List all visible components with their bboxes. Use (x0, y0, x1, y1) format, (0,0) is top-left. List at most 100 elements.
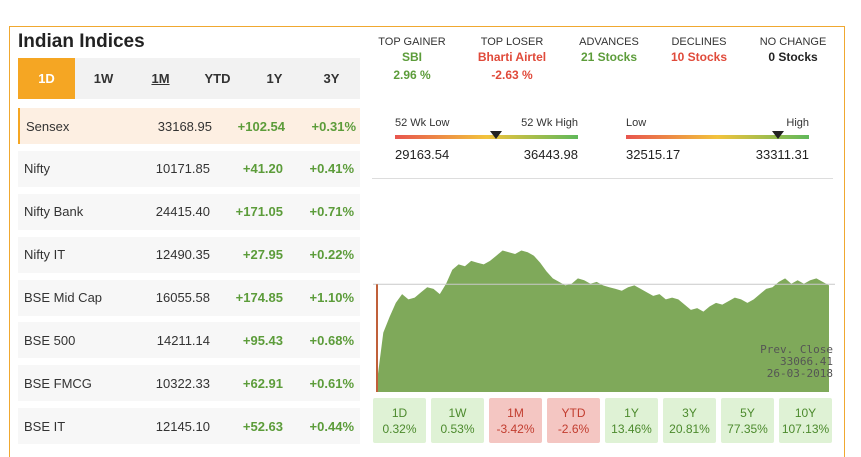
top-loser-name: Bharti Airtel (477, 50, 547, 64)
advances[interactable]: ADVANCES 21 Stocks (572, 36, 646, 64)
index-change: +102.54 (237, 118, 285, 134)
top-gainer[interactable]: TOP GAINER SBI 2.96 % (372, 36, 452, 82)
week52-range-bar (395, 131, 578, 139)
index-percent: +0.44% (309, 418, 354, 434)
index-row-bse-500[interactable]: BSE 500 14211.14 +95.43 +0.68% (18, 322, 360, 359)
week52-low-label: 52 Wk Low (395, 117, 450, 129)
declines[interactable]: DECLINES 10 Stocks (662, 36, 736, 64)
period-button-10y[interactable]: 10Y 107.13% (779, 398, 832, 443)
week52-high-value: 36443.98 (523, 147, 578, 162)
week52-high-label: 52 Wk High (521, 117, 578, 129)
period-button-ytd[interactable]: YTD -2.6% (547, 398, 600, 443)
period-button-1w[interactable]: 1W 0.53% (431, 398, 484, 443)
day-low-label: Low (626, 117, 647, 129)
day-range-bar (626, 131, 809, 139)
index-price: 10171.85 (155, 161, 210, 177)
period-button-5y[interactable]: 5Y 77.35% (721, 398, 774, 443)
period-value: 107.13% (781, 421, 830, 436)
index-percent: +0.22% (309, 247, 354, 263)
top-loser[interactable]: TOP LOSER Bharti Airtel -2.63 % (468, 36, 556, 82)
period-tabs: 1D 1W 1M YTD 1Y 3Y (18, 58, 360, 99)
tab-1m[interactable]: 1M (132, 58, 189, 99)
page-title: Indian Indices (18, 31, 145, 52)
index-price: 16055.58 (155, 290, 210, 306)
period-value: 20.81% (669, 421, 710, 436)
period-button-1m[interactable]: 1M -3.42% (489, 398, 542, 443)
week52-range: 52 Wk Low 52 Wk High 29163.54 36443.98 (395, 117, 578, 167)
no-change-value: 0 Stocks (768, 50, 818, 64)
period-label: 1D (391, 405, 408, 420)
intraday-chart[interactable] (373, 226, 835, 392)
period-button-1d[interactable]: 1D 0.32% (373, 398, 426, 443)
indices-list: Sensex 33168.95 +102.54 +0.31% Nifty 101… (18, 108, 360, 451)
period-button-1y[interactable]: 1Y 13.46% (605, 398, 658, 443)
period-label: 5Y (740, 405, 755, 420)
tab-ytd[interactable]: YTD (189, 58, 246, 99)
index-price: 14211.14 (156, 332, 210, 348)
tab-1y[interactable]: 1Y (246, 58, 303, 99)
index-name: BSE 500 (24, 332, 76, 348)
no-change[interactable]: NO CHANGE 0 Stocks (754, 36, 832, 64)
tab-label: YTD (204, 71, 231, 86)
tab-label: 3Y (323, 71, 340, 86)
day-high-value: 33311.31 (755, 147, 809, 162)
index-row-bse-mid-cap[interactable]: BSE Mid Cap 16055.58 +174.85 +1.10% (18, 279, 360, 316)
index-percent: +0.41% (309, 161, 354, 177)
index-row-sensex[interactable]: Sensex 33168.95 +102.54 +0.31% (18, 108, 360, 144)
period-returns: 1D 0.32% 1W 0.53% 1M -3.42% YTD -2.6% 1Y 13.46% 3Y… (373, 398, 832, 443)
index-price: 12490.35 (155, 247, 210, 263)
period-button-3y[interactable]: 3Y 20.81% (663, 398, 716, 443)
day-range: Low High 32515.17 33311.31 (626, 117, 809, 167)
index-price: 12145.10 (155, 418, 210, 434)
index-row-bse-it[interactable]: BSE IT 12145.10 +52.63 +0.44% (18, 408, 360, 445)
index-price: 24415.40 (155, 204, 210, 220)
index-row-bse-fmcg[interactable]: BSE FMCG 10322.33 +62.91 +0.61% (18, 365, 360, 402)
index-percent: +0.31% (311, 118, 356, 134)
index-percent: +0.68% (309, 332, 354, 348)
index-name: BSE FMCG (24, 375, 92, 391)
prev-close-date: 26-03-2018 (766, 367, 833, 380)
period-label: YTD (561, 405, 586, 420)
no-change-label: NO CHANGE (759, 36, 827, 48)
tab-1w[interactable]: 1W (75, 58, 132, 99)
day-low-value: 32515.17 (626, 147, 681, 162)
prev-close-label: Prev. Close (760, 343, 833, 356)
prev-close-annotation: Prev. Close 33066.41 26-03-2018 (760, 344, 833, 380)
index-name: Sensex (26, 118, 70, 134)
top-gainer-label: TOP GAINER (378, 36, 446, 48)
index-price: 33168.95 (157, 118, 212, 134)
index-row-nifty-it[interactable]: Nifty IT 12490.35 +27.95 +0.22% (18, 236, 360, 273)
period-label: 3Y (682, 405, 697, 420)
divider (372, 178, 833, 179)
index-percent: +1.10% (309, 290, 354, 306)
period-label: 1M (507, 405, 524, 420)
index-change: +174.85 (235, 290, 283, 306)
tab-label: 1W (93, 71, 114, 86)
indices-panel (9, 26, 845, 457)
declines-value: 10 Stocks (670, 50, 728, 64)
period-value: -2.6% (557, 421, 590, 436)
week52-marker-icon (489, 131, 502, 139)
top-loser-label: TOP LOSER (480, 36, 544, 48)
period-label: 10Y (794, 405, 817, 420)
period-value: 13.46% (611, 421, 652, 436)
week52-low-value: 29163.54 (395, 147, 450, 162)
period-value: 77.35% (727, 421, 768, 436)
top-gainer-value: 2.96 % (393, 68, 431, 82)
index-row-nifty[interactable]: Nifty 10171.85 +41.20 +0.41% (18, 150, 360, 187)
top-loser-value: -2.63 % (491, 68, 533, 82)
day-marker-icon (771, 131, 784, 139)
tab-3y[interactable]: 3Y (303, 58, 360, 99)
index-price: 10322.33 (155, 375, 210, 391)
advances-value: 21 Stocks (580, 50, 638, 64)
index-name: BSE Mid Cap (24, 290, 103, 306)
index-row-nifty-bank[interactable]: Nifty Bank 24415.40 +171.05 +0.71% (18, 193, 360, 230)
period-value: -3.42% (496, 421, 535, 436)
index-change: +52.63 (242, 418, 283, 434)
tab-label: 1D (38, 71, 55, 86)
top-gainer-name: SBI (401, 50, 422, 64)
index-percent: +0.61% (309, 375, 354, 391)
advances-label: ADVANCES (579, 36, 639, 48)
tab-1d[interactable]: 1D (18, 58, 75, 99)
index-name: BSE IT (24, 418, 66, 434)
